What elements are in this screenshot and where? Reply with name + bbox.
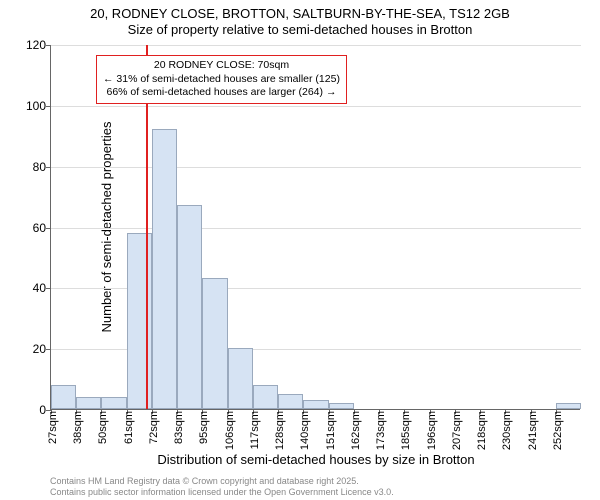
x-tick-label: 117sqm	[249, 411, 261, 451]
x-tick-label: 252sqm	[552, 411, 564, 451]
callout-line3: 66% of semi-detached houses are larger (…	[103, 86, 340, 100]
y-tick-label: 0	[16, 403, 46, 417]
histogram-bar	[202, 278, 227, 409]
x-tick-label: 95sqm	[198, 411, 210, 451]
histogram-bar	[329, 403, 354, 409]
chart-area: Number of semi-detached properties Distr…	[50, 45, 580, 410]
callout-line1: 20 RODNEY CLOSE: 70sqm	[103, 59, 340, 73]
x-tick-label: 140sqm	[299, 411, 311, 451]
y-tick-label: 120	[16, 38, 46, 52]
x-tick-label: 151sqm	[325, 411, 337, 451]
x-axis-label: Distribution of semi-detached houses by …	[51, 452, 581, 467]
x-tick-label: 162sqm	[350, 411, 362, 451]
x-tick-label: 106sqm	[224, 411, 236, 451]
histogram-bar	[278, 394, 303, 409]
histogram-bar	[228, 348, 253, 409]
x-tick-label: 230sqm	[501, 411, 513, 451]
x-tick-label: 173sqm	[375, 411, 387, 451]
histogram-bar	[152, 129, 177, 409]
footer-attribution: Contains HM Land Registry data © Crown c…	[50, 476, 394, 498]
x-tick-label: 185sqm	[400, 411, 412, 451]
plot-region: Number of semi-detached properties Distr…	[50, 45, 580, 410]
x-tick-label: 207sqm	[451, 411, 463, 451]
y-tick-label: 20	[16, 342, 46, 356]
y-tick-label: 60	[16, 221, 46, 235]
y-tick-label: 40	[16, 281, 46, 295]
y-tick-label: 80	[16, 160, 46, 174]
footer-line1: Contains HM Land Registry data © Crown c…	[50, 476, 394, 487]
x-tick-label: 38sqm	[72, 411, 84, 451]
callout-line2: ← 31% of semi-detached houses are smalle…	[103, 73, 340, 87]
y-tick-label: 100	[16, 99, 46, 113]
x-tick-label: 27sqm	[47, 411, 59, 451]
histogram-bar	[101, 397, 126, 409]
reference-callout: 20 RODNEY CLOSE: 70sqm ← 31% of semi-det…	[96, 55, 347, 104]
x-tick-label: 50sqm	[97, 411, 109, 451]
footer-line2: Contains public sector information licen…	[50, 487, 394, 498]
x-tick-label: 61sqm	[123, 411, 135, 451]
x-tick-label: 128sqm	[274, 411, 286, 451]
x-tick-label: 241sqm	[527, 411, 539, 451]
x-tick-label: 196sqm	[426, 411, 438, 451]
histogram-bar	[76, 397, 101, 409]
title-line1: 20, RODNEY CLOSE, BROTTON, SALTBURN-BY-T…	[0, 6, 600, 22]
histogram-bar	[253, 385, 278, 409]
title-line2: Size of property relative to semi-detach…	[0, 22, 600, 38]
histogram-bar	[177, 205, 202, 409]
x-tick-label: 83sqm	[173, 411, 185, 451]
chart-title-block: 20, RODNEY CLOSE, BROTTON, SALTBURN-BY-T…	[0, 0, 600, 39]
histogram-bar	[51, 385, 76, 409]
x-tick-label: 218sqm	[476, 411, 488, 451]
histogram-bar	[303, 400, 328, 409]
histogram-bar	[556, 403, 581, 409]
x-tick-label: 72sqm	[148, 411, 160, 451]
